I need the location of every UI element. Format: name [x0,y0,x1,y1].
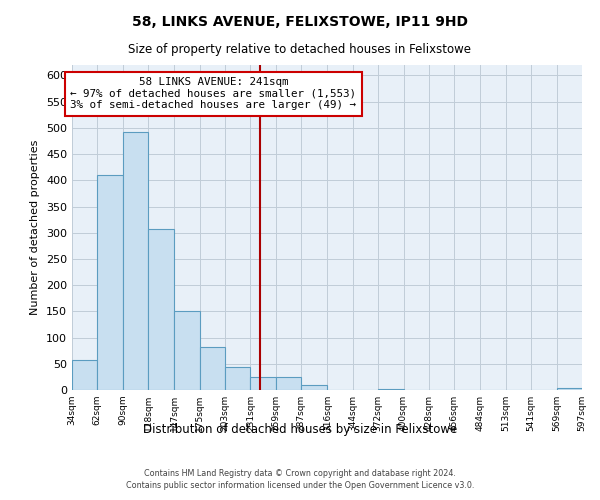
Bar [276,377,301,390]
Text: 58 LINKS AVENUE: 241sqm
← 97% of detached houses are smaller (1,553)
3% of semi-: 58 LINKS AVENUE: 241sqm ← 97% of detache… [70,77,356,110]
Text: 58, LINKS AVENUE, FELIXSTOWE, IP11 9HD: 58, LINKS AVENUE, FELIXSTOWE, IP11 9HD [132,15,468,29]
Text: Size of property relative to detached houses in Felixstowe: Size of property relative to detached ho… [128,42,472,56]
Bar [97,175,123,390]
Bar [301,385,328,390]
Bar [557,388,582,390]
Text: Distribution of detached houses by size in Felixstowe: Distribution of detached houses by size … [143,422,457,436]
Bar [225,367,250,390]
Text: Contains HM Land Registry data © Crown copyright and database right 2024.: Contains HM Land Registry data © Crown c… [144,468,456,477]
Bar [72,360,97,390]
Text: Contains public sector information licensed under the Open Government Licence v3: Contains public sector information licen… [126,481,474,490]
Bar [175,312,200,390]
Bar [200,347,225,390]
Bar [148,229,175,390]
Bar [123,132,148,390]
Bar [250,377,276,390]
Bar [378,389,404,390]
Y-axis label: Number of detached properties: Number of detached properties [31,140,40,315]
